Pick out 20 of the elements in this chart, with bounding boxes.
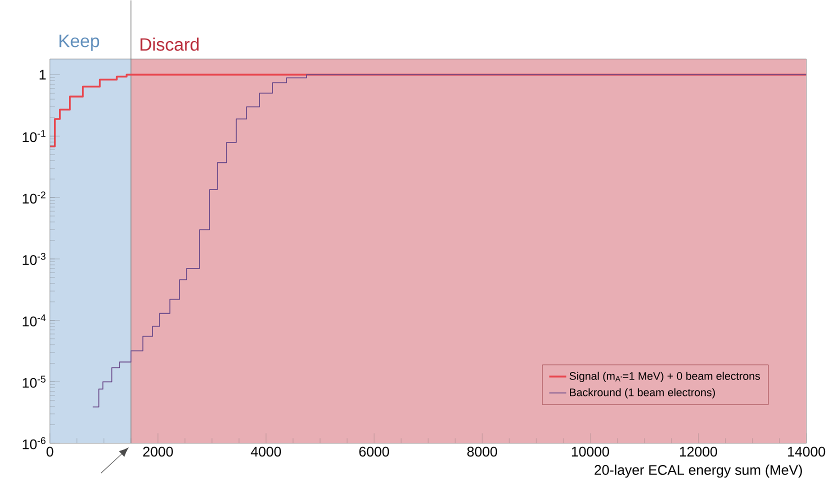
x-tick-label: 2000 — [143, 446, 173, 457]
band-label: Discard — [140, 38, 199, 51]
band-label: Keep — [60, 34, 100, 51]
y-tick-label: 1 — [40, 70, 46, 80]
legend-label: Backround (1 beam electrons) — [570, 388, 715, 398]
x-tick-label: 14000 — [788, 446, 826, 457]
x-axis-title: 20-layer ECAL energy sum (MeV) — [594, 464, 802, 478]
y-tick-label: 10$^{-6}$ — [22, 437, 46, 450]
x-tick-label: 8000 — [467, 446, 498, 457]
x-tick-label: 4000 — [250, 446, 281, 457]
y-tick-label: 10$^{-4}$ — [22, 314, 46, 326]
y-tick-label: 10$^{-2}$ — [22, 191, 46, 204]
x-tick-label: 12000 — [680, 446, 718, 457]
legend-label: Signal (m$_{A'}$=1 MeV) + 0 beam electrons — [570, 372, 760, 382]
x-tick-label: 6000 — [359, 446, 390, 457]
y-tick-label: 10$^{-5}$ — [22, 376, 46, 388]
x-tick-label: 0 — [46, 446, 54, 457]
x-tick-label: 10000 — [572, 446, 610, 457]
y-tick-label: 10$^{-1}$ — [22, 130, 46, 142]
y-tick-label: 10$^{-3}$ — [22, 252, 46, 266]
